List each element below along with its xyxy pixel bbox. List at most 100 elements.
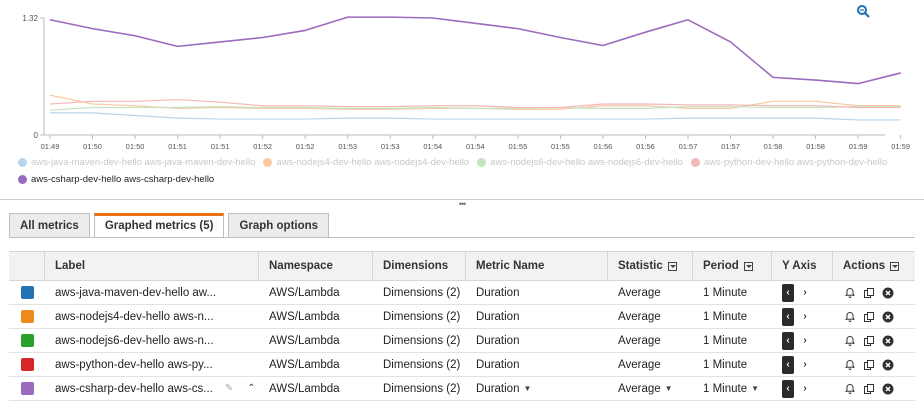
label-cell[interactable]: aws-java-maven-dev-hello aw...	[45, 281, 259, 305]
label-cell[interactable]: aws-nodejs4-dev-hello aws-n...	[45, 305, 259, 329]
resize-handle[interactable]: •••	[458, 199, 466, 209]
x-tick-label: 01:51	[168, 142, 187, 151]
legend-item[interactable]: aws-nodejs6-dev-hello aws-nodejs6-dev-he…	[477, 155, 683, 170]
close-circle-icon[interactable]	[881, 382, 895, 396]
y-axis-left-button[interactable]: ‹	[782, 283, 794, 302]
label-cell[interactable]: aws-csharp-dev-hello aws-cs... ✎ ⌃	[45, 377, 259, 401]
copy-icon[interactable]	[862, 286, 876, 300]
x-tick-label: 01:50	[126, 142, 145, 151]
bell-icon[interactable]	[843, 382, 857, 396]
caret-down-icon[interactable]: ▼	[523, 384, 532, 393]
header-dimensions[interactable]: Dimensions	[373, 252, 466, 280]
y-axis-right-button[interactable]: ›	[799, 355, 811, 374]
statistic-dropdown-icon[interactable]	[667, 261, 677, 271]
metrics-graph[interactable]: 1.32 0 01:49 01:50 01:50 01:51 01:51 01:52 01:52…	[0, 0, 924, 192]
close-circle-icon[interactable]	[881, 334, 895, 348]
statistic-cell[interactable]: Average ▼	[608, 377, 693, 401]
header-color	[9, 252, 45, 280]
legend-label: aws-python-dev-hello aws-python-dev-hell…	[703, 157, 888, 168]
x-tick-label: 01:57	[679, 142, 698, 151]
bell-icon[interactable]	[843, 286, 857, 300]
dimensions-cell[interactable]: Dimensions (2)	[383, 286, 461, 299]
period-cell[interactable]: 1 Minute	[693, 281, 772, 305]
header-actions[interactable]: Actions	[833, 252, 915, 280]
legend-item[interactable]: aws-java-maven-dev-hello aws-java-maven-…	[18, 155, 255, 170]
y-axis-toggle: ‹ ›	[782, 379, 811, 398]
legend-item[interactable]: aws-csharp-dev-hello aws-csharp-dev-hell…	[18, 172, 214, 187]
copy-icon[interactable]	[862, 382, 876, 396]
metric-name-cell[interactable]: Duration ▼	[466, 377, 608, 401]
header-metric-name[interactable]: Metric Name	[466, 252, 608, 280]
color-swatch[interactable]	[21, 382, 34, 395]
close-circle-icon[interactable]	[881, 310, 895, 324]
x-tick-label: 01:58	[806, 142, 825, 151]
legend-item[interactable]: aws-nodejs4-dev-hello aws-nodejs4-dev-he…	[263, 155, 469, 170]
metric-name: Duration	[476, 286, 520, 299]
y-axis-right-button[interactable]: ›	[799, 283, 811, 302]
header-period[interactable]: Period	[693, 252, 772, 280]
x-tick-label: 01:56	[594, 142, 613, 151]
label-cell[interactable]: aws-python-dev-hello aws-py...	[45, 353, 259, 377]
actions-cell	[833, 353, 915, 377]
actions-dropdown-icon[interactable]	[890, 261, 900, 271]
table-row: aws-nodejs4-dev-hello aws-n... AWS/Lambda…	[9, 305, 915, 329]
y-axis-left-button[interactable]: ‹	[782, 331, 794, 350]
copy-icon[interactable]	[862, 310, 876, 324]
period-cell[interactable]: 1 Minute ▼	[693, 377, 772, 401]
dimensions-cell[interactable]: Dimensions (2)	[383, 382, 461, 395]
statistic-cell[interactable]: Average	[608, 305, 693, 329]
line-chart[interactable]: 1.32 001:49 01:50 01:50 01:51 01:51 01:52 01:52…	[0, 0, 924, 152]
bell-icon[interactable]	[843, 358, 857, 372]
close-circle-icon[interactable]	[881, 286, 895, 300]
color-swatch[interactable]	[21, 286, 34, 299]
period-cell[interactable]: 1 Minute	[693, 329, 772, 353]
y-axis-toggle: ‹ ›	[782, 355, 811, 374]
dimensions-cell[interactable]: Dimensions (2)	[383, 358, 461, 371]
dimensions-cell[interactable]: Dimensions (2)	[383, 310, 461, 323]
period-dropdown-icon[interactable]	[743, 261, 753, 271]
chevron-up-icon[interactable]: ⌃	[247, 383, 256, 394]
pencil-icon[interactable]: ✎	[224, 383, 234, 394]
caret-down-icon[interactable]: ▼	[751, 384, 760, 393]
tab-all-metrics[interactable]: All metrics	[9, 213, 90, 238]
header-statistic[interactable]: Statistic	[608, 252, 693, 280]
statistic-cell[interactable]: Average	[608, 353, 693, 377]
bell-icon[interactable]	[843, 310, 857, 324]
tab-graphed-metrics[interactable]: Graphed metrics (5)	[93, 213, 225, 238]
graphed-metrics-table: Label Namespace Dimensions Metric Name S…	[9, 251, 915, 401]
y-axis-right-button[interactable]: ›	[799, 331, 811, 350]
y-axis-right-button[interactable]: ›	[799, 307, 811, 326]
header-namespace[interactable]: Namespace	[259, 252, 373, 280]
period-cell[interactable]: 1 Minute	[693, 305, 772, 329]
x-tick-label: 01:51	[211, 142, 230, 151]
y-axis-left-button[interactable]: ‹	[782, 379, 794, 398]
y-tick-label: 1.32	[22, 14, 38, 23]
y-axis-left-button[interactable]: ‹	[782, 307, 794, 326]
statistic-cell[interactable]: Average	[608, 329, 693, 353]
legend-label: aws-nodejs6-dev-hello aws-nodejs6-dev-he…	[490, 157, 683, 168]
table-header: Label Namespace Dimensions Metric Name S…	[9, 252, 915, 281]
zoom-icon[interactable]	[856, 4, 870, 18]
dimensions-cell[interactable]: Dimensions (2)	[383, 334, 461, 347]
copy-icon[interactable]	[862, 334, 876, 348]
color-cell	[9, 329, 45, 353]
metric-label: aws-python-dev-hello aws-py...	[55, 358, 213, 371]
caret-down-icon[interactable]: ▼	[664, 384, 673, 393]
color-swatch[interactable]	[21, 334, 34, 347]
period-cell[interactable]: 1 Minute	[693, 353, 772, 377]
namespace-cell: AWS/Lambda	[269, 382, 340, 395]
bell-icon[interactable]	[843, 334, 857, 348]
period-value: 1 Minute	[703, 310, 748, 323]
y-axis-right-button[interactable]: ›	[799, 379, 811, 398]
label-cell[interactable]: aws-nodejs6-dev-hello aws-n...	[45, 329, 259, 353]
y-axis-left-button[interactable]: ‹	[782, 355, 794, 374]
close-circle-icon[interactable]	[881, 358, 895, 372]
header-label[interactable]: Label	[45, 252, 259, 280]
color-swatch[interactable]	[21, 310, 34, 323]
statistic-cell[interactable]: Average	[608, 281, 693, 305]
color-swatch[interactable]	[21, 358, 34, 371]
legend-item[interactable]: aws-python-dev-hello aws-python-dev-hell…	[690, 155, 888, 170]
tab-graph-options[interactable]: Graph options	[228, 213, 330, 238]
legend-label: aws-java-maven-dev-hello aws-java-maven-…	[31, 157, 256, 168]
copy-icon[interactable]	[862, 358, 876, 372]
